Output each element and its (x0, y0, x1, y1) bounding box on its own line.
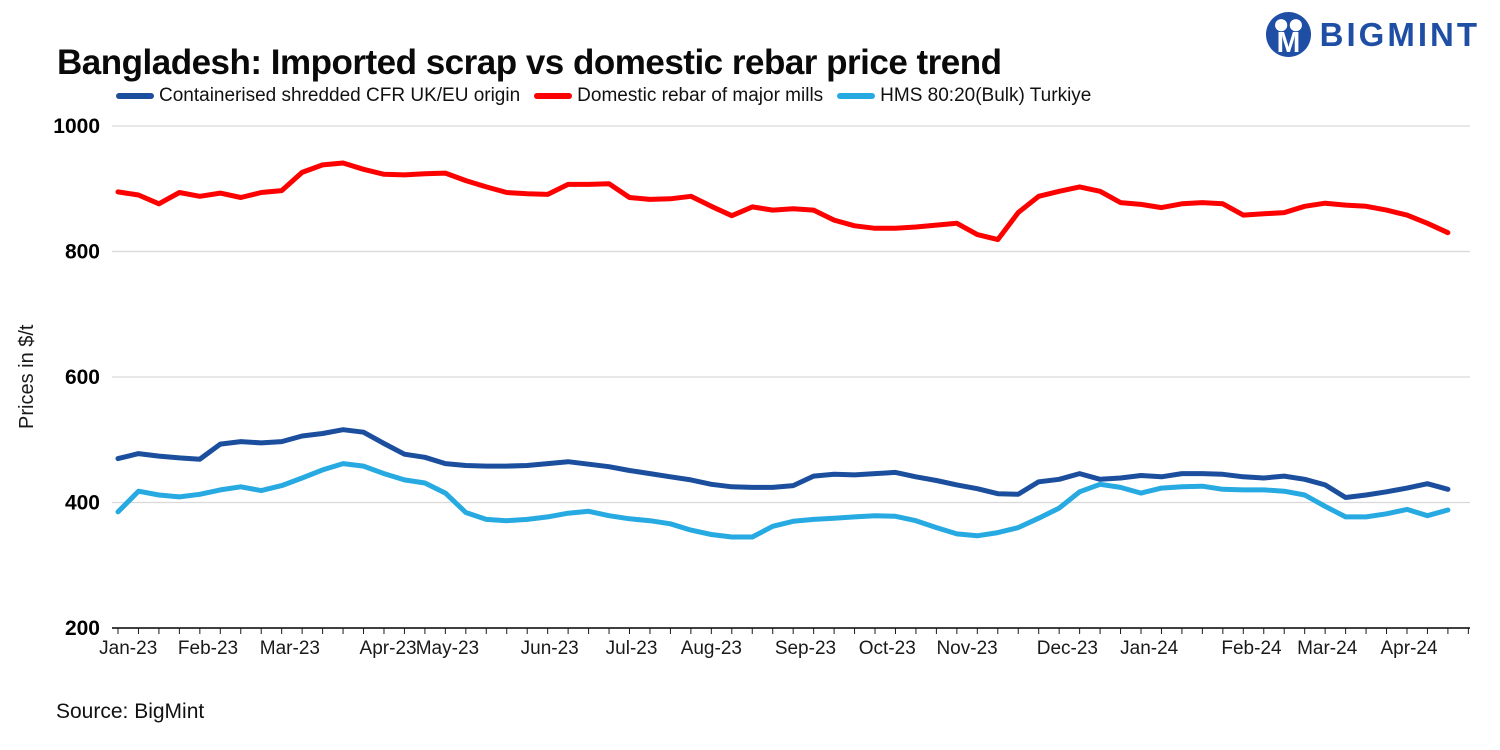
y-axis-tick-label: 1000 (53, 115, 100, 138)
legend-item-shredded: Containerised shredded CFR UK/EU origin (116, 85, 520, 107)
x-axis-label: Apr-24 (1381, 638, 1438, 659)
page-title: Bangladesh: Imported scrap vs domestic r… (57, 43, 1002, 83)
series-line-2 (115, 461, 1451, 540)
y-axis-tick-label: 800 (65, 241, 100, 264)
x-axis-label: Dec-23 (1037, 638, 1098, 659)
x-axis-label: Nov-23 (936, 638, 997, 659)
legend-label-hms: HMS 80:20(Bulk) Turkiye (880, 85, 1092, 106)
x-axis-label: Feb-23 (178, 638, 238, 659)
series-line-1 (115, 160, 1451, 243)
x-axis-label: Jan-24 (1120, 638, 1179, 659)
x-axis-label: May-23 (416, 638, 479, 659)
x-axis-label: Apr-23 (360, 638, 417, 659)
y-axis-tick-label: 400 (65, 492, 100, 515)
legend-label-rebar: Domestic rebar of major mills (577, 85, 824, 106)
x-axis-label: Jan-23 (99, 638, 157, 659)
x-axis-label: Mar-24 (1297, 638, 1358, 659)
legend-swatch-rebar (534, 93, 573, 99)
y-axis-tick-label: 200 (65, 617, 100, 640)
x-axis-label: Jul-23 (606, 638, 658, 659)
bigmint-logo-text: BIGMINT (1319, 15, 1480, 53)
legend-item-hms: HMS 80:20(Bulk) Turkiye (837, 85, 1091, 107)
x-axis-label: Feb-24 (1221, 638, 1282, 659)
x-axis-label: Aug-23 (681, 638, 742, 659)
legend-swatch-shredded (116, 93, 154, 99)
x-axis-label: Sep-23 (775, 638, 836, 659)
x-axis-label: Mar-23 (260, 638, 320, 659)
source-note: Source: BigMint (56, 700, 205, 723)
svg-text:M: M (1276, 27, 1300, 58)
bigmint-logo-icon: M (1265, 11, 1311, 58)
legend-item-rebar: Domestic rebar of major mills (534, 85, 823, 107)
legend-label-shredded: Containerised shredded CFR UK/EU origin (159, 85, 521, 106)
x-axis-label: Oct-23 (859, 638, 916, 659)
bigmint-logo: M BIGMINT (1265, 11, 1480, 58)
series-line-0 (115, 427, 1451, 500)
x-axis-label: Jun-23 (521, 638, 579, 659)
y-axis-tick-label: 600 (65, 366, 100, 389)
chart-legend: Containerised shredded CFR UK/EU origin … (116, 84, 1091, 108)
legend-swatch-hms (837, 93, 876, 99)
